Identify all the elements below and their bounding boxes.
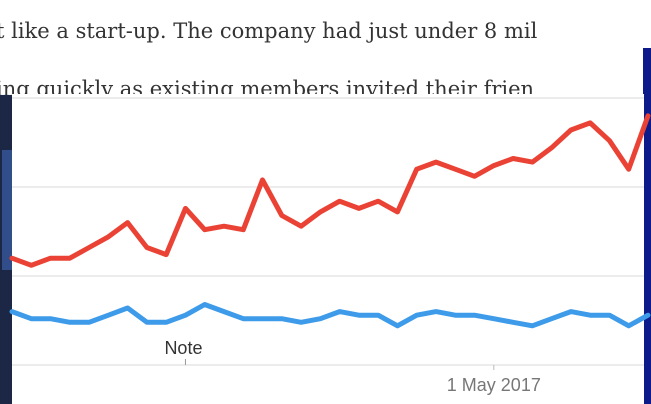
- annotation: Note: [164, 338, 202, 358]
- chart-panel: [12, 94, 644, 404]
- plot: 1 May 2017 Note: [9, 97, 651, 395]
- photo-detail: [2, 150, 12, 270]
- x-tick-label: 1 May 2017: [447, 375, 541, 395]
- line-series: [9, 113, 651, 268]
- photo-right: [643, 48, 651, 404]
- article-line: t like a start-up. The company had just …: [0, 19, 538, 43]
- line-series: [9, 302, 651, 329]
